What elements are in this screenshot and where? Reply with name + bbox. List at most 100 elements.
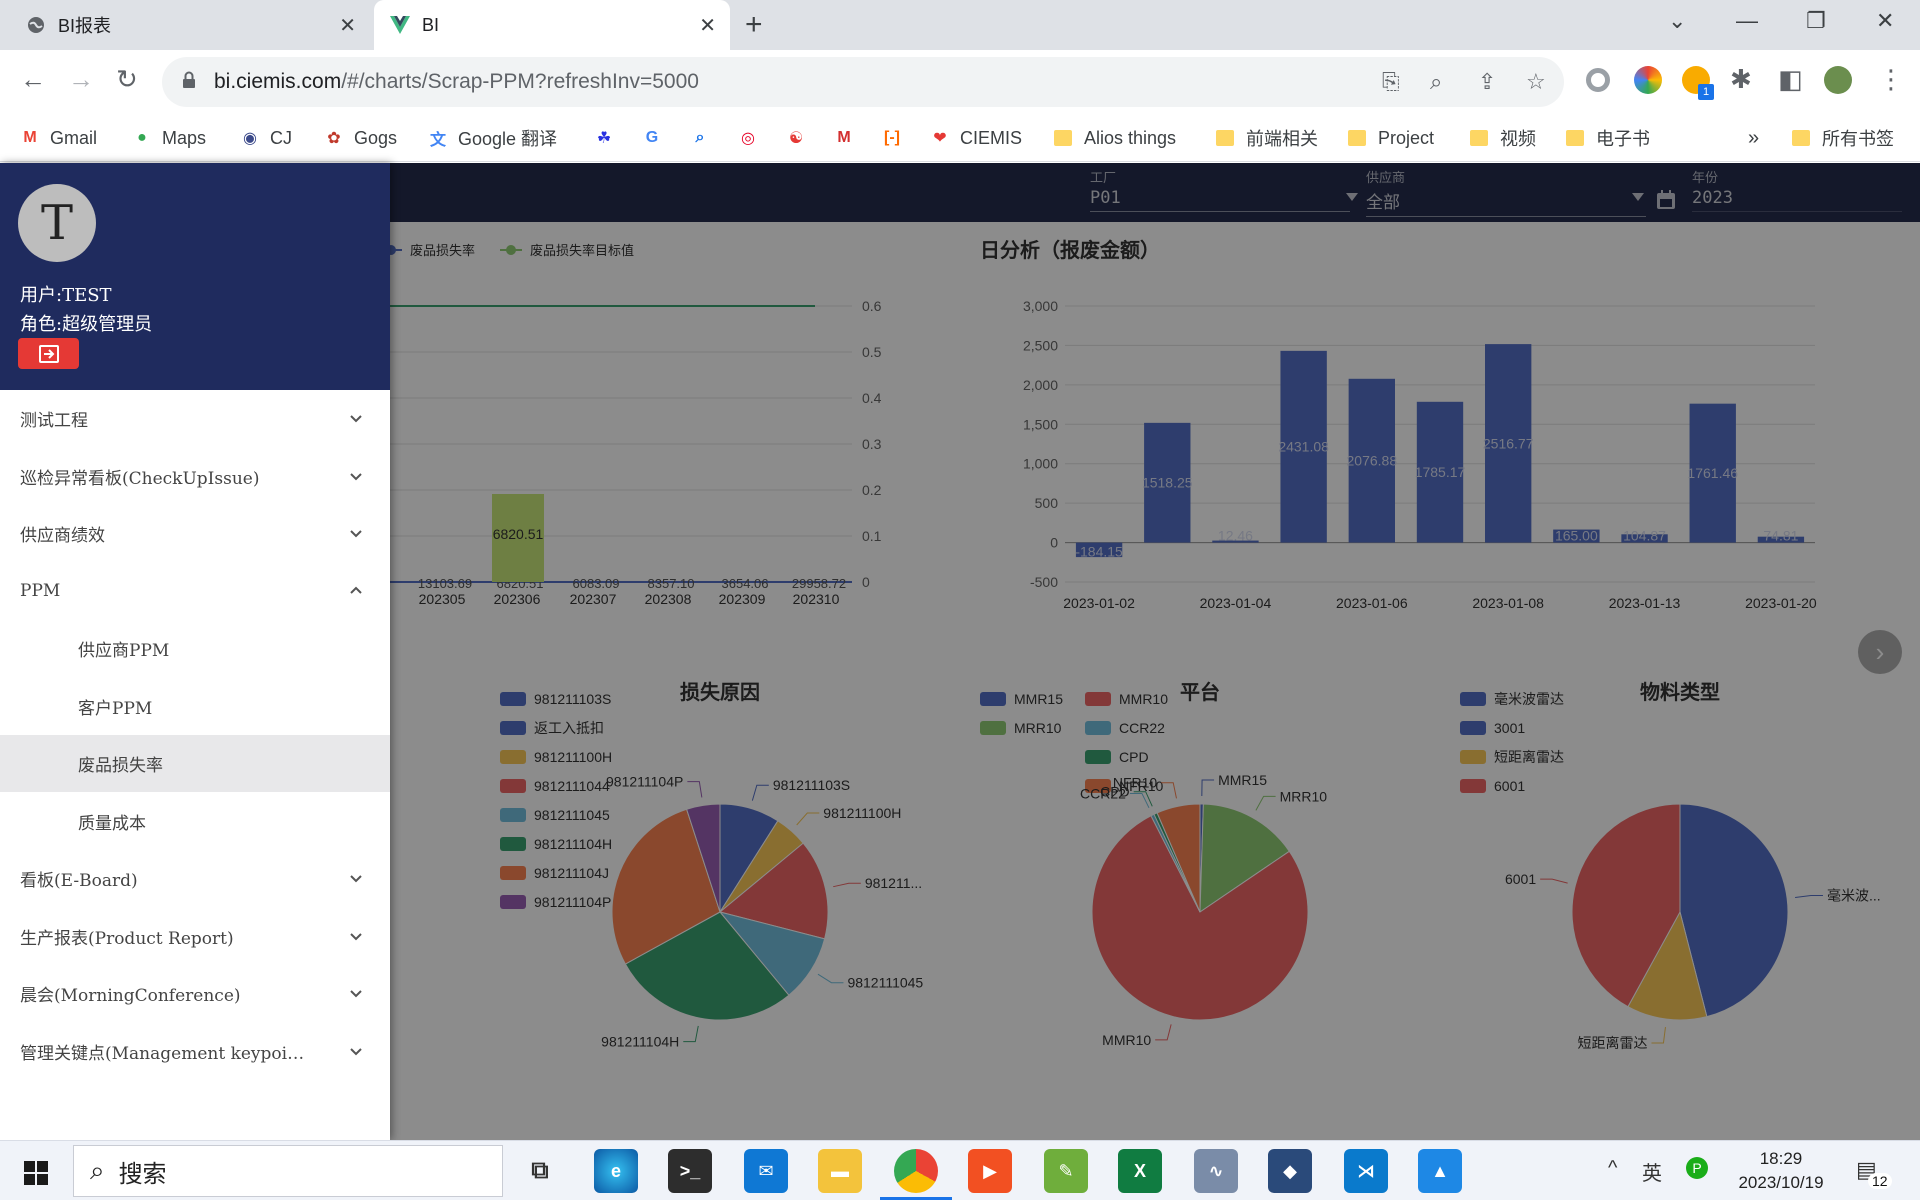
tab-search-icon[interactable]: ⌄	[1668, 8, 1687, 33]
legend-swatch[interactable]	[980, 721, 1006, 735]
network-monitor-icon[interactable]: ∿	[1194, 1149, 1238, 1193]
zoom-icon[interactable]: ⌕	[1430, 69, 1443, 94]
legend-swatch[interactable]	[1085, 692, 1111, 706]
legend-swatch[interactable]	[500, 837, 526, 851]
bookmark-ciemis[interactable]: ❤ CIEMIS	[930, 124, 1022, 152]
pie-slice[interactable]	[624, 911, 790, 1021]
ime-indicator[interactable]: 英	[1642, 1163, 1662, 1185]
bookmark-aliyun[interactable]: [-]	[882, 124, 912, 152]
bookmark-app-red[interactable]: ☯	[786, 124, 816, 152]
bookmark-star-icon[interactable]: ☆	[1526, 69, 1546, 94]
pie-slice[interactable]	[1571, 803, 1681, 1008]
reload-icon[interactable]: ↻	[116, 64, 138, 94]
legend-swatch[interactable]	[500, 750, 526, 764]
profile-avatar-icon[interactable]	[1824, 66, 1852, 94]
bookmark-folder-project[interactable]: Project	[1348, 124, 1434, 152]
sidebar-group[interactable]: 晨会(MorningConference)	[0, 965, 390, 1022]
bookmark-m[interactable]: M	[834, 124, 864, 152]
supplier-filter[interactable]: 供应商 全部	[1366, 167, 1646, 217]
share-icon[interactable]: ⇪	[1478, 69, 1497, 94]
cat-app-icon[interactable]: ◆	[1268, 1149, 1312, 1193]
minimize-icon[interactable]: —	[1736, 8, 1758, 33]
sidebar-subitem[interactable]: 质量成本	[0, 793, 390, 850]
sidebar-subitem[interactable]: 废品损失率	[0, 735, 390, 792]
player-icon[interactable]: ▶	[968, 1149, 1012, 1193]
legend-swatch[interactable]	[500, 895, 526, 909]
close-tab-icon[interactable]: ✕	[339, 14, 356, 37]
legend-swatch[interactable]	[500, 692, 526, 706]
system-clock[interactable]: 18:29 2023/10/19	[1726, 1147, 1836, 1195]
sidebar-group[interactable]: 供应商绩效	[0, 505, 390, 562]
pie-slice[interactable]	[1627, 910, 1708, 1021]
legend-swatch[interactable]	[500, 721, 526, 735]
bookmark-folder-ebook[interactable]: 电子书	[1566, 124, 1650, 152]
pie-slice[interactable]	[611, 808, 721, 965]
bookmark-cj[interactable]: ◉ CJ	[240, 124, 292, 152]
terminal-icon[interactable]: >_	[668, 1149, 712, 1193]
next-page-arrow-icon[interactable]: ›	[1858, 630, 1902, 674]
extension-circle-icon[interactable]	[1586, 68, 1610, 92]
all-bookmarks-folder[interactable]: 所有书签	[1792, 124, 1894, 152]
sidebar-group[interactable]: 管理关键点(Management keypoi…	[0, 1023, 390, 1080]
year-filter[interactable]: 年份 2023	[1692, 167, 1902, 212]
bookmark-folder-alios[interactable]: Alios things	[1054, 124, 1176, 152]
sidebar-group[interactable]: 生产报表(Product Report)	[0, 908, 390, 965]
legend-swatch[interactable]	[500, 866, 526, 880]
daily-bar[interactable]	[1416, 401, 1464, 543]
bookmark-netease[interactable]: ◎	[738, 124, 768, 152]
daily-bar[interactable]	[1212, 540, 1259, 543]
legend-swatch[interactable]	[980, 692, 1006, 706]
edge-icon[interactable]: e	[594, 1149, 638, 1193]
close-tab-icon[interactable]: ✕	[699, 14, 716, 37]
bar-202306[interactable]	[492, 494, 544, 582]
excel-icon[interactable]: X	[1118, 1149, 1162, 1193]
mail-icon[interactable]: ✉	[744, 1149, 788, 1193]
legend-swatch[interactable]	[1460, 750, 1486, 764]
calendar-icon[interactable]	[1655, 189, 1677, 211]
legend-swatch[interactable]	[500, 779, 526, 793]
sidebar-group[interactable]: 巡检异常看板(CheckUpIssue)	[0, 448, 390, 505]
bookmark-maps[interactable]: ● Maps	[132, 124, 206, 152]
factory-filter[interactable]: 工厂 P01	[1090, 167, 1350, 212]
new-tab-icon[interactable]: +	[745, 8, 763, 41]
daily-bar[interactable]	[1553, 529, 1600, 543]
daily-bar[interactable]	[1144, 422, 1191, 543]
side-panel-icon[interactable]: ◧	[1778, 64, 1803, 94]
back-icon[interactable]: ←	[20, 64, 46, 94]
pie-slice[interactable]	[685, 803, 721, 913]
daily-bar[interactable]	[1621, 534, 1668, 543]
color-picker-icon[interactable]	[1634, 66, 1662, 94]
tray-overflow-icon[interactable]: ^	[1608, 1157, 1618, 1179]
legend-swatch[interactable]	[500, 808, 526, 822]
daily-bar[interactable]	[1689, 403, 1736, 543]
pie-slice[interactable]	[1091, 815, 1309, 1021]
legend-swatch[interactable]	[1460, 779, 1486, 793]
sidebar-group[interactable]: 看板(E-Board)	[0, 850, 390, 907]
bookmark-search[interactable]: ⌕	[690, 124, 720, 152]
tab-bi-report[interactable]: BI报表 ✕	[10, 0, 370, 50]
extensions-puzzle-icon[interactable]: ✱	[1730, 64, 1752, 94]
photos-icon[interactable]: ▲	[1418, 1149, 1462, 1193]
close-window-icon[interactable]: ✕	[1876, 8, 1895, 33]
address-bar[interactable]: bi.ciemis.com/#/charts/Scrap-PPM?refresh…	[162, 57, 1564, 107]
pie-slice[interactable]	[718, 842, 829, 940]
daily-bar[interactable]	[1348, 378, 1395, 543]
file-explorer-icon[interactable]: ▬	[818, 1149, 862, 1193]
daily-bar[interactable]	[1485, 344, 1532, 543]
wechat-pay-icon[interactable]: P	[1686, 1157, 1708, 1179]
logout-button[interactable]	[18, 338, 79, 369]
legend-swatch[interactable]	[1085, 779, 1111, 793]
daily-bar[interactable]	[1280, 350, 1327, 543]
daily-bar[interactable]	[1757, 536, 1805, 543]
notepad-icon[interactable]: ✎	[1044, 1149, 1088, 1193]
pie-slice[interactable]	[1679, 803, 1789, 1018]
legend-swatch[interactable]	[1460, 721, 1486, 735]
bookmark-google[interactable]: G	[642, 124, 672, 152]
legend-swatch[interactable]	[1085, 721, 1111, 735]
chrome-icon[interactable]	[894, 1149, 938, 1193]
pie-slice[interactable]	[1156, 803, 1201, 913]
bookmark-gogs[interactable]: ✿ Gogs	[324, 124, 397, 152]
bookmark-google-translate[interactable]: 文 Google 翻译	[428, 124, 557, 152]
bookmark-baidu[interactable]: ☘	[594, 124, 624, 152]
vscode-icon[interactable]: ⋊	[1344, 1149, 1388, 1193]
